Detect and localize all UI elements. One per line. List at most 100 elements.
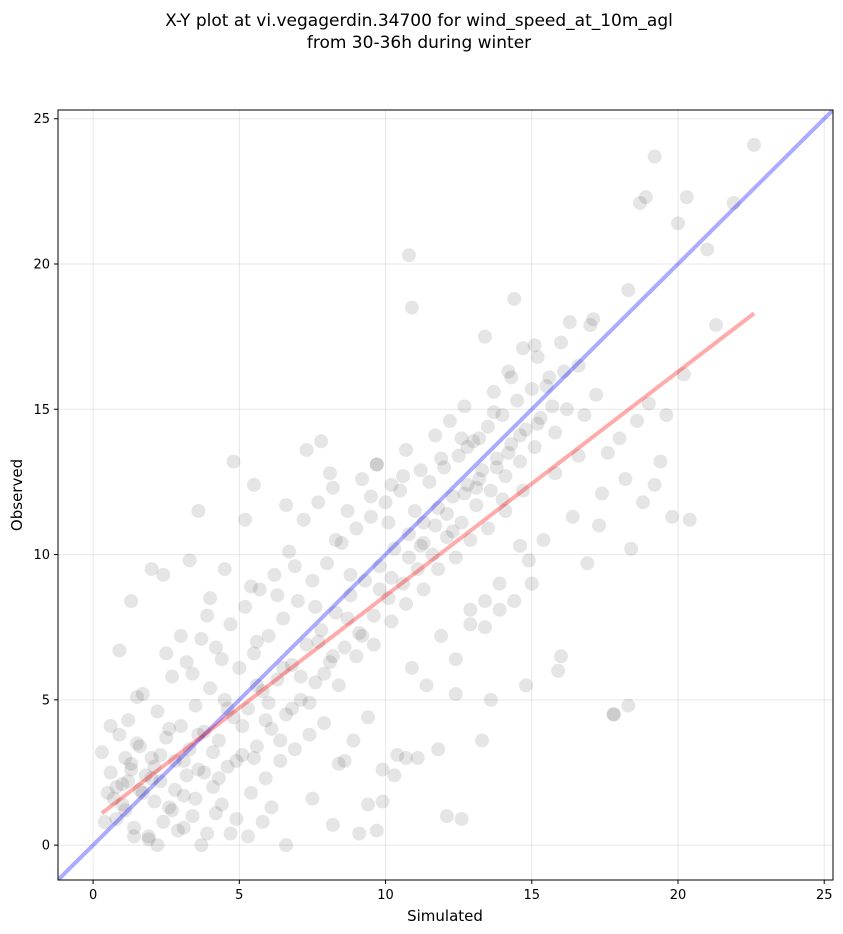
- x-tick-label: 25: [816, 888, 833, 903]
- scatter-point: [352, 826, 367, 841]
- scatter-point: [463, 602, 478, 617]
- scatter-point: [276, 660, 291, 675]
- scatter-point: [448, 687, 463, 702]
- scatter-point: [182, 742, 197, 757]
- scatter-point: [416, 535, 431, 550]
- scatter-point: [305, 791, 320, 806]
- scatter-point: [630, 413, 645, 428]
- scatter-point: [261, 695, 276, 710]
- y-axis-ticks: 0 5 10 15 20 25: [33, 112, 58, 854]
- scatter-point: [287, 742, 302, 757]
- scatter-point: [533, 411, 548, 425]
- scatter-point: [124, 756, 139, 771]
- scatter-point: [229, 811, 244, 826]
- scatter-point: [513, 428, 528, 443]
- scatter-points: [94, 137, 762, 853]
- y-tick-label: 25: [33, 112, 50, 127]
- scatter-point: [328, 605, 343, 620]
- x-tick-label: 20: [670, 888, 687, 903]
- scatter-point: [173, 628, 188, 643]
- scatter-point: [513, 538, 528, 553]
- scatter-point: [545, 399, 560, 414]
- scatter-point: [270, 588, 285, 603]
- scatter-point: [477, 329, 492, 344]
- x-tick-label: 10: [377, 888, 394, 903]
- scatter-point: [258, 771, 273, 786]
- scatter-point: [159, 730, 174, 745]
- scatter-point: [516, 341, 530, 356]
- scatter-point: [208, 806, 223, 821]
- scatter-point: [124, 762, 139, 777]
- scatter-point: [396, 469, 411, 484]
- scatter-point: [671, 216, 685, 231]
- scatter-point: [214, 652, 229, 667]
- scatter-point: [495, 408, 510, 423]
- scatter-point: [317, 716, 332, 731]
- scatter-point: [147, 759, 162, 774]
- scatter-point: [358, 573, 373, 588]
- scatter-point: [480, 521, 495, 536]
- scatter-point: [100, 785, 115, 800]
- scatter-point: [246, 750, 261, 765]
- scatter-point: [469, 498, 484, 513]
- scatter-point: [296, 512, 311, 527]
- identity-line: [58, 110, 833, 880]
- scatter-point: [284, 701, 299, 716]
- scatter-point: [246, 646, 261, 661]
- scatter-point: [308, 599, 323, 614]
- scatter-point: [445, 489, 460, 504]
- scatter-point: [428, 518, 443, 533]
- scatter-point: [606, 707, 621, 722]
- scatter-point: [407, 503, 422, 518]
- scatter-point: [206, 780, 220, 795]
- scatter-point: [156, 567, 171, 582]
- scatter-point: [510, 393, 525, 408]
- scatter-point: [167, 753, 182, 768]
- scatter-point: [387, 541, 402, 556]
- scatter-point: [206, 745, 220, 760]
- scatter-point: [524, 576, 539, 591]
- scatter-point: [641, 396, 656, 411]
- scatter-point: [489, 451, 504, 466]
- scatter-point: [527, 338, 542, 353]
- scatter-point: [211, 771, 226, 786]
- scatter-point: [676, 367, 691, 382]
- scatter-point: [197, 724, 212, 739]
- scatter-point: [486, 405, 501, 420]
- scatter-point: [135, 687, 150, 702]
- scatter-point: [410, 562, 425, 577]
- scatter-point: [366, 637, 381, 652]
- scatter-point: [220, 701, 235, 716]
- scatter-point: [355, 628, 370, 643]
- scatter-point: [477, 620, 492, 635]
- scatter-point: [343, 567, 358, 582]
- scatter-point: [504, 370, 519, 385]
- y-tick-label: 15: [33, 403, 50, 418]
- scatter-point: [410, 750, 425, 765]
- scatter-point: [106, 791, 121, 806]
- scatter-point: [293, 669, 308, 684]
- scatter-point: [554, 649, 569, 664]
- scatter-point: [308, 675, 323, 690]
- scatter-point: [390, 748, 405, 763]
- scatter-point: [328, 533, 343, 548]
- scatter-point: [501, 364, 516, 379]
- scatter-point: [244, 579, 259, 594]
- scatter-point: [518, 678, 533, 693]
- scatter-point: [425, 547, 440, 562]
- scatter-point: [521, 553, 536, 568]
- scatter-point: [331, 756, 346, 771]
- scatter-point: [507, 594, 522, 609]
- scatter-point: [530, 349, 545, 364]
- scatter-point: [115, 797, 130, 812]
- scatter-point: [401, 527, 416, 542]
- scatter-point: [156, 814, 171, 829]
- scatter-point: [203, 681, 218, 696]
- scatter-point: [665, 509, 680, 524]
- scatter-point: [454, 431, 469, 446]
- scatter-point: [159, 646, 174, 661]
- scatter-point: [542, 370, 557, 385]
- y-tick-label: 10: [33, 548, 50, 563]
- scatter-point: [343, 588, 358, 603]
- scatter-point: [293, 692, 308, 707]
